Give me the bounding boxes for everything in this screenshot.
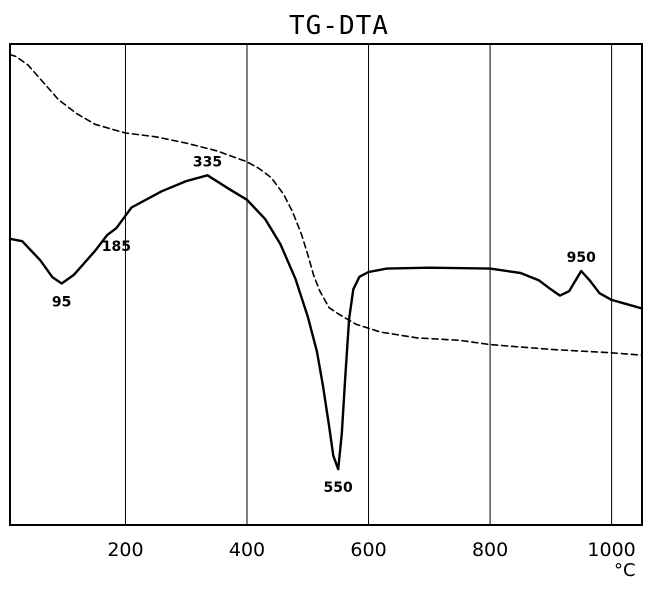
annotation-950: 950 <box>567 250 596 266</box>
dta-curve-solid <box>8 174 644 471</box>
annotation-335: 335 <box>193 154 222 170</box>
chart-title: TG-DTA <box>289 11 389 41</box>
vertical-gridlines <box>124 44 613 525</box>
x-tick-label-400: 400 <box>229 539 265 561</box>
x-tick-label-600: 600 <box>350 539 386 561</box>
tg-curve-dashed <box>9 53 643 356</box>
peak-annotations: 95 185 335 550 950 <box>52 154 596 496</box>
annotation-550: 550 <box>324 480 353 496</box>
x-axis-unit: °C <box>614 560 636 581</box>
x-tick-label-1000: 1000 <box>587 539 635 561</box>
series-layer <box>8 53 644 471</box>
annotation-185: 185 <box>102 239 131 255</box>
plot-frame <box>9 43 643 526</box>
x-tick-label-200: 200 <box>107 539 143 561</box>
annotation-95: 95 <box>52 295 71 311</box>
x-tick-label-800: 800 <box>472 539 508 561</box>
x-tick-labels: 200 400 600 800 1000 <box>107 539 635 561</box>
